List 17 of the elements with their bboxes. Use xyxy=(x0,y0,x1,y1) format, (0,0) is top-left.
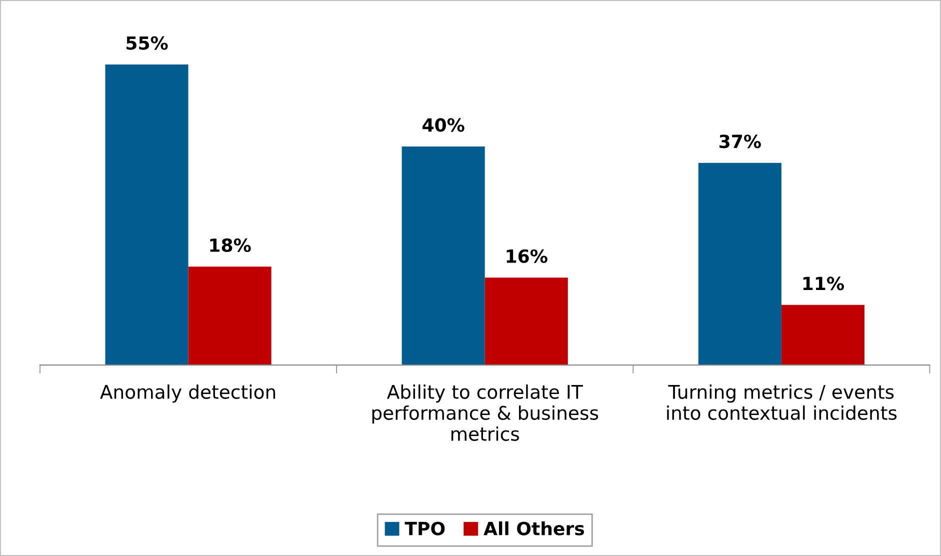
data-label: 18% xyxy=(210,238,251,252)
data-label: 40% xyxy=(422,118,464,132)
bar xyxy=(484,278,568,366)
x-tick-label: Anomaly detection xyxy=(100,384,276,403)
bar xyxy=(402,146,485,366)
data-label: 11% xyxy=(803,276,844,290)
bar xyxy=(105,64,188,366)
x-tick-label: Ability to correlate IT performance & business metrics xyxy=(372,384,598,441)
data-label: 16% xyxy=(506,249,548,263)
data-label: 55% xyxy=(126,36,168,50)
x-tick-label: Turning metrics / events into contextual incidents xyxy=(667,384,897,420)
legend-label: All Others xyxy=(484,521,584,536)
bar xyxy=(188,266,272,366)
legend-label: TPO xyxy=(404,522,445,536)
bar xyxy=(698,162,782,366)
data-label: 37% xyxy=(720,134,761,148)
bar xyxy=(781,304,864,366)
